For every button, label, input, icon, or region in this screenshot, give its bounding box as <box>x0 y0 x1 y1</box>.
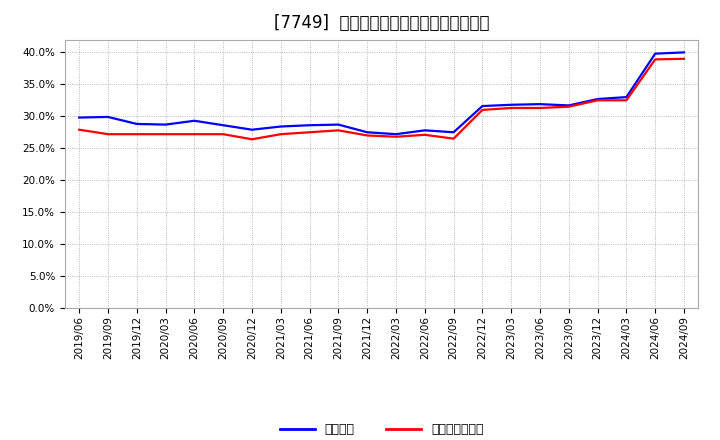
固定比率 <box>536 102 544 107</box>
固定長期適合率 <box>334 128 343 133</box>
Line: 固定比率: 固定比率 <box>79 52 684 134</box>
固定長期適合率 <box>449 136 458 141</box>
固定比率 <box>276 124 285 129</box>
固定比率 <box>420 128 429 133</box>
固定長期適合率 <box>593 98 602 103</box>
固定比率 <box>478 103 487 109</box>
Line: 固定長期適合率: 固定長期適合率 <box>79 59 684 139</box>
固定比率 <box>507 102 516 107</box>
固定長期適合率 <box>363 133 372 138</box>
固定長期適合率 <box>507 105 516 110</box>
固定長期適合率 <box>75 127 84 132</box>
Legend: 固定比率, 固定長期適合率: 固定比率, 固定長期適合率 <box>275 418 488 440</box>
固定比率 <box>392 132 400 137</box>
固定比率 <box>564 103 573 108</box>
固定長期適合率 <box>190 132 199 137</box>
固定長期適合率 <box>478 107 487 113</box>
固定比率 <box>248 127 256 132</box>
固定比率 <box>449 130 458 135</box>
固定長期適合率 <box>305 130 314 135</box>
固定比率 <box>190 118 199 123</box>
Title: [7749]  固定比率、固定長期適合率の推移: [7749] 固定比率、固定長期適合率の推移 <box>274 15 490 33</box>
固定比率 <box>363 130 372 135</box>
固定比率 <box>305 123 314 128</box>
固定長期適合率 <box>420 132 429 137</box>
固定比率 <box>104 114 112 120</box>
固定長期適合率 <box>651 57 660 62</box>
固定比率 <box>161 122 170 127</box>
固定長期適合率 <box>564 104 573 109</box>
固定比率 <box>680 50 688 55</box>
固定比率 <box>132 121 141 127</box>
固定長期適合率 <box>248 137 256 142</box>
固定比率 <box>334 122 343 127</box>
固定比率 <box>219 123 228 128</box>
固定長期適合率 <box>132 132 141 137</box>
固定長期適合率 <box>622 98 631 103</box>
固定長期適合率 <box>161 132 170 137</box>
固定長期適合率 <box>219 132 228 137</box>
固定比率 <box>75 115 84 120</box>
固定比率 <box>651 51 660 56</box>
固定長期適合率 <box>536 105 544 110</box>
固定比率 <box>622 95 631 100</box>
固定比率 <box>593 96 602 102</box>
固定長期適合率 <box>104 132 112 137</box>
固定長期適合率 <box>392 134 400 139</box>
固定長期適合率 <box>680 56 688 62</box>
固定長期適合率 <box>276 132 285 137</box>
